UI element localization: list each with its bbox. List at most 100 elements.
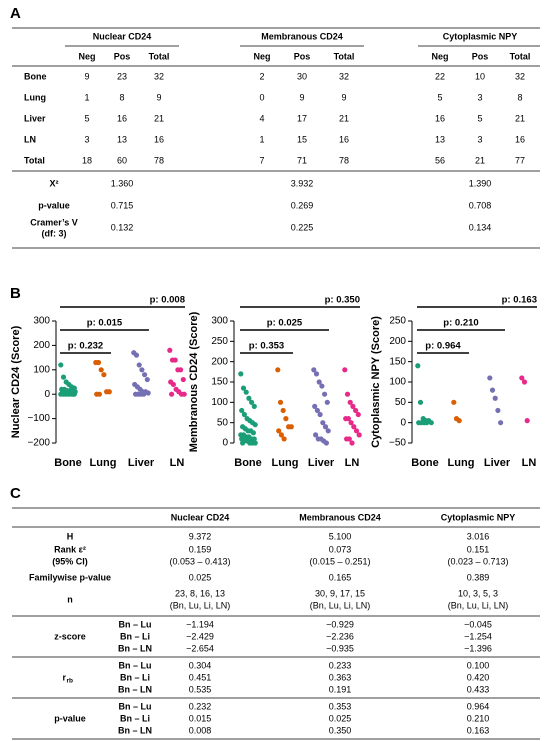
dot [417,399,424,405]
sub-header: Pos [114,51,131,61]
cell: 23 [117,71,127,81]
row-label: Total [24,155,45,165]
significance-label: p: 0.353 [249,341,284,352]
x-tick-label: Bone [234,457,262,469]
sub-header: Pos [472,51,489,61]
cell: 60 [117,155,127,165]
dot [492,395,498,401]
y-tick-label: 200 [389,336,406,347]
dot [276,428,282,434]
cell: −2.236 [326,631,354,641]
cell: 30 [297,71,307,81]
y-tick-label: 0 [222,438,228,449]
significance-label: p: 0.008 [150,295,185,306]
cell: 5 [477,113,482,123]
sub-header: Neg [78,51,95,61]
x-tick-label: Bone [411,457,439,469]
dot [322,391,328,397]
cell: 71 [297,155,307,165]
dot [345,416,351,422]
cell: 8 [517,92,522,102]
dot [280,407,286,414]
dot [283,416,289,422]
dot [180,376,186,383]
dot [313,432,319,438]
group-label-sub: rb [67,678,74,685]
dot [142,372,148,378]
pair-label: Bn – Lu [119,619,152,629]
cell: 16 [339,134,349,144]
y-tick-label: 100 [389,377,406,388]
dot [178,367,184,373]
y-tick-label: 200 [33,340,50,351]
dot [251,436,257,442]
cell: 1 [84,92,89,102]
significance-label: p: 0.015 [87,318,123,329]
group-header: Nuclear CD24 [93,31,152,41]
cell: 16 [117,113,127,123]
cell: −1.194 [186,619,214,629]
group-label: p-value [54,713,86,723]
sub-header: Total [334,51,355,61]
dot [524,418,530,424]
sub-header: Total [510,51,531,61]
stat-value: 1.360 [111,178,134,188]
cell: −1.396 [464,643,492,653]
y-tick-label: 300 [211,316,228,327]
dot [98,367,104,373]
cell: 0.964 [467,701,490,711]
x-tick-label: Lung [448,457,475,469]
pair-label: Bn – Li [120,631,150,641]
significance-label: p: 0.350 [325,295,360,306]
col-header: Membranous CD24 [299,512,381,522]
cell: (Bn, Lu, Li, LN) [448,600,509,610]
dot [498,420,504,426]
y-tick-label: −100 [27,413,50,424]
cell: 56 [435,155,445,165]
dot [281,436,287,442]
x-tick-label: LN [170,457,185,469]
cell: −1.254 [464,631,492,641]
y-tick-label: 200 [211,356,228,367]
cell: 32 [154,71,164,81]
pair-label: Bn – LN [118,643,152,653]
dot [96,391,102,397]
cell: −0.045 [464,619,492,629]
col-header: Cytoplasmic NPY [441,512,516,522]
dot [353,428,360,434]
cell: 0.191 [329,684,352,694]
stat-value: 1.390 [469,178,492,188]
dot [415,363,421,369]
cell: 78 [339,155,349,165]
stat-value: 0.225 [291,222,314,232]
cell: 1 [259,134,264,144]
stat-value: 0.132 [111,222,134,232]
cell: 0.165 [329,572,352,582]
y-tick-label: 250 [389,316,406,327]
cell: 0.100 [467,660,490,670]
dot [355,411,361,418]
group-header: Membranous CD24 [261,31,343,41]
group-label: z-score [54,631,86,641]
x-tick-label: Liver [484,457,511,469]
dot [288,424,294,430]
cell: 21 [154,113,164,123]
pair-label: Bn – Lu [119,701,152,711]
cell: 0.535 [189,684,212,694]
dot [275,367,281,373]
dot [170,381,176,388]
dot [316,379,322,385]
dot [344,391,351,397]
dot [169,391,175,397]
cell: 0.233 [329,660,352,670]
dot [239,407,245,414]
cell: 0.073 [329,544,352,554]
dot [451,399,457,405]
x-tick-label: Liver [128,457,155,469]
cell: 0.389 [467,572,490,582]
y-tick-label: −200 [27,438,50,449]
dot [489,387,496,393]
dot [141,391,147,397]
dot [349,440,355,446]
